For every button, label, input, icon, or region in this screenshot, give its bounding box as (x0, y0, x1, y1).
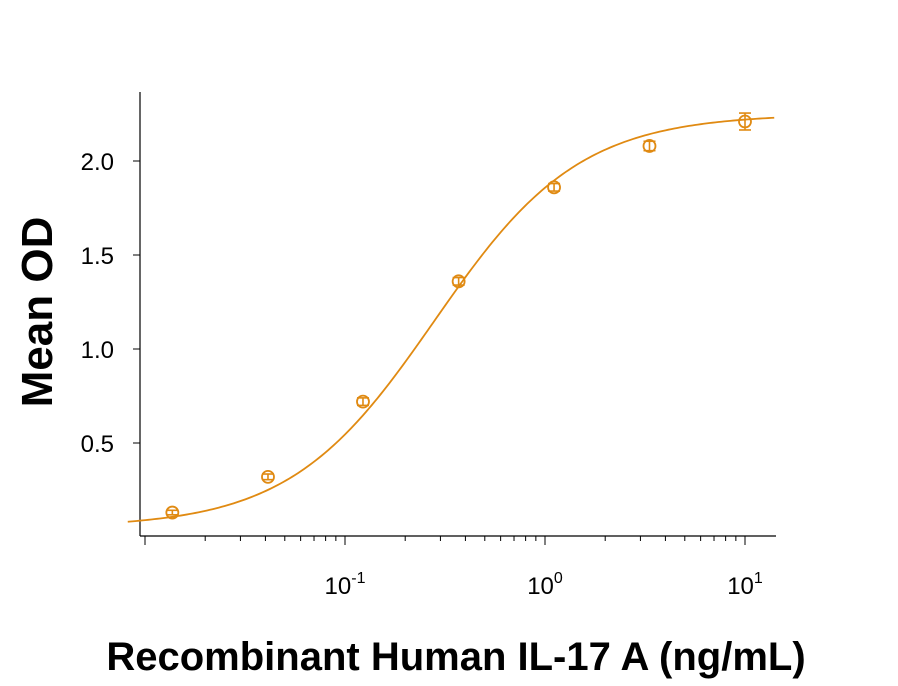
point-marker (165, 505, 180, 520)
point-marker (356, 394, 370, 409)
x-tick-label: 10-1 (325, 570, 366, 600)
point-marker (451, 274, 466, 289)
data-points-layer (165, 112, 752, 520)
point-marker (738, 114, 752, 129)
fit-curve-layer (127, 116, 775, 523)
axes (139, 92, 776, 537)
y-tick-label: 0.5 (81, 431, 114, 458)
data-point (356, 394, 370, 409)
data-point (642, 139, 657, 153)
y-tick-label: 1.0 (81, 337, 114, 364)
data-point (165, 505, 180, 520)
point-marker (642, 139, 657, 153)
x-tick-label: 100 (527, 570, 563, 600)
data-point (738, 112, 752, 131)
data-point (451, 274, 466, 289)
fit-curve (127, 116, 775, 523)
data-point (261, 469, 275, 484)
x-tick-label: 101 (727, 570, 763, 600)
y-axis-title: Mean OD (13, 217, 62, 408)
y-tick-label: 1.5 (81, 243, 114, 270)
x-axis-title: Recombinant Human IL-17 A (ng/mL) (106, 635, 805, 679)
point-marker (261, 469, 275, 484)
data-point (547, 180, 561, 195)
point-marker (547, 180, 561, 195)
y-ticks: 0.5 1.0 1.5 2.0 (81, 149, 140, 458)
y-tick-label: 2.0 (81, 149, 114, 176)
x-ticks: 10-1 100 101 (144, 536, 763, 600)
